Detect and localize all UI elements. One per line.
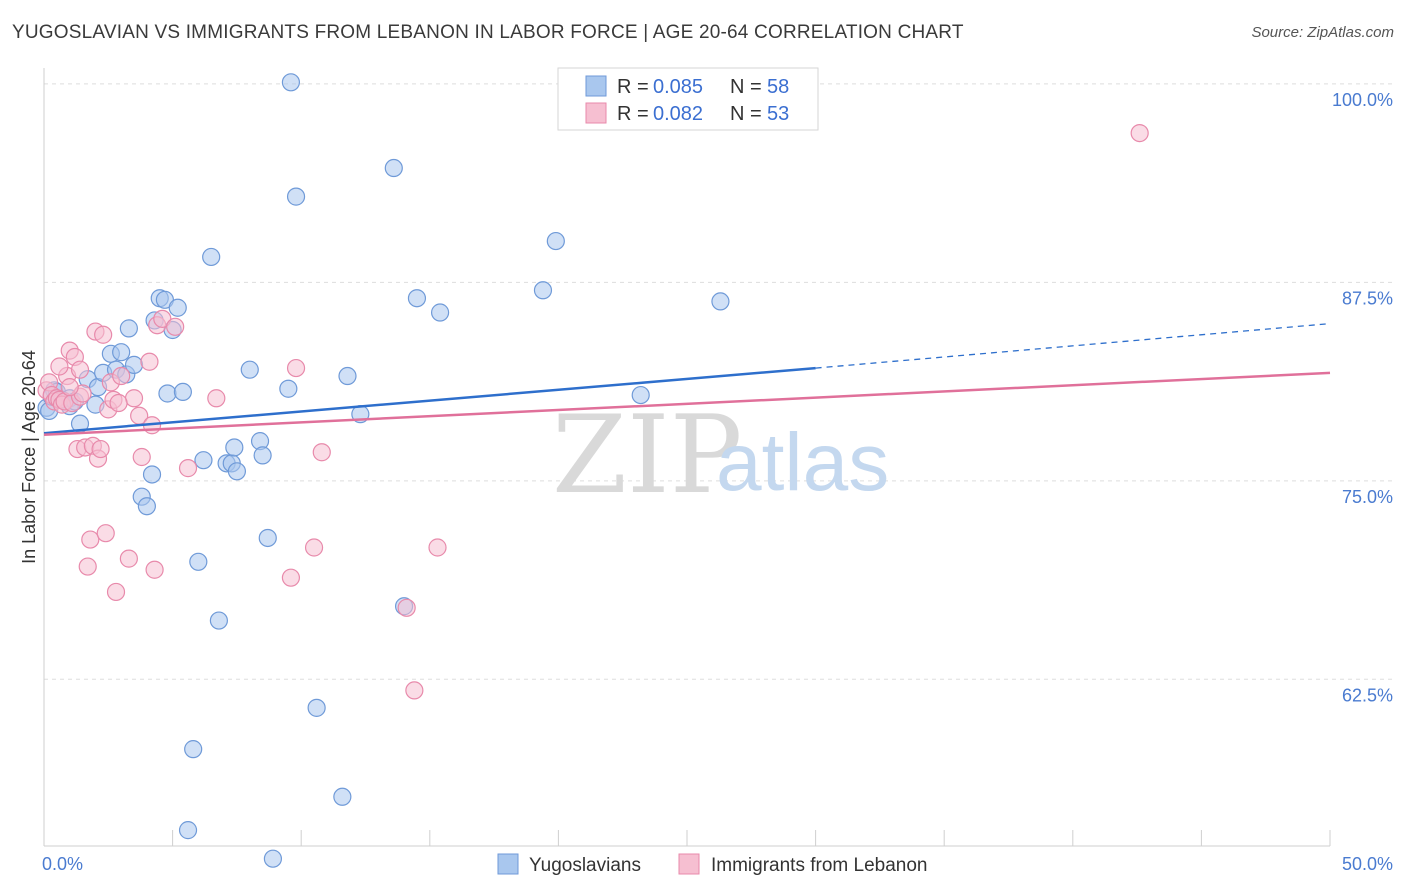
yugoslavians-point-45 <box>281 73 301 92</box>
lebanon-point-50 <box>60 378 79 397</box>
legend-box: R = 0.085 N = 58 R = 0.082 N = 53 <box>557 67 819 131</box>
lebanon-point-21 <box>91 439 110 459</box>
yugoslavians-point-46 <box>286 187 306 206</box>
yugoslavians-point-19 <box>119 319 138 338</box>
lebanon-point-44 <box>312 443 331 462</box>
yugoslavians-point-59 <box>184 740 203 759</box>
yugoslavians-point-42 <box>258 528 277 548</box>
yugoslavians-point-56 <box>546 231 565 251</box>
trend-lebanon <box>43 371 1331 437</box>
lebanon-point-46 <box>405 681 424 700</box>
yugoslavians-point-34 <box>209 611 228 630</box>
yugoslavians-point-55 <box>533 281 553 300</box>
lebanon-point-35 <box>145 560 164 579</box>
lebanon-point-42 <box>286 358 306 378</box>
yugoslavians-point-27 <box>158 384 177 403</box>
yugoslavians-point-39 <box>240 360 259 379</box>
lebanon-point-29 <box>119 549 138 568</box>
yugoslavians-point-23 <box>142 465 162 484</box>
lebanon-point-22 <box>94 325 113 344</box>
legend-n-label-1: N = <box>730 76 762 98</box>
y-tick-labels: 100.0% 87.5% 75.0% 62.5% <box>1332 90 1393 705</box>
lebanon-point-51 <box>109 393 128 413</box>
lebanon-point-40 <box>207 389 226 408</box>
chart-title: YUGOSLAVIAN VS IMMIGRANTS FROM LEBANON I… <box>12 22 964 43</box>
bottom-legend-swatch-pink <box>678 853 700 875</box>
yugoslavians-point-31 <box>189 552 208 571</box>
legend-r-value-1: 0.085 <box>653 76 703 98</box>
yugoslavians-point-44 <box>279 379 298 398</box>
x-tick-label-min: 0.0% <box>42 854 83 874</box>
yugoslavians-point-38 <box>227 462 246 481</box>
lebanon-point-38 <box>166 317 185 336</box>
y-tick-label-0: 100.0% <box>1332 90 1393 110</box>
legend-n-value-1: 58 <box>767 76 789 98</box>
lebanon-point-47 <box>428 538 447 557</box>
legend-n-label-2: N = <box>730 103 762 125</box>
lebanon-point-48 <box>1130 123 1149 143</box>
yugoslavians-point-58 <box>711 292 730 311</box>
legend-r-value-2: 0.082 <box>653 103 703 125</box>
lebanon-point-32 <box>132 447 151 467</box>
legend-r-label-2: R = <box>617 103 649 125</box>
y-axis-label: In Labor Force | Age 20-64 <box>19 350 39 564</box>
bottom-legend-label-lebanon: Immigrants from Lebanon <box>711 855 928 876</box>
yugoslavians-point-51 <box>384 158 403 178</box>
y-tick-label-1: 87.5% <box>1342 288 1393 308</box>
yugoslavians-point-43 <box>263 849 283 868</box>
trend-lines <box>43 322 1331 437</box>
lebanon-point-52 <box>70 360 90 379</box>
lebanon-point-49 <box>50 357 69 376</box>
yugoslavians-point-37 <box>225 438 244 457</box>
watermark-zip: ZIP <box>552 393 742 518</box>
lebanon-point-23 <box>96 524 115 543</box>
yugoslavians-point-53 <box>407 289 427 308</box>
yugoslavians-point-49 <box>338 366 357 386</box>
yugoslavians-point-47 <box>307 698 326 717</box>
lebanon-point-45 <box>397 598 416 617</box>
watermark: ZIP atlas <box>552 393 889 518</box>
x-tick-label-max: 50.0% <box>1342 854 1393 874</box>
trend-yugoslavians-solid <box>43 366 816 435</box>
legend-swatch-blue <box>585 75 607 97</box>
yugoslavians-point-17 <box>112 343 131 362</box>
lebanon-point-30 <box>124 389 144 408</box>
legend-r-label-1: R = <box>617 76 649 98</box>
bottom-legend-label-yugoslavians: Yugoslavians <box>529 855 641 876</box>
y-tick-label-3: 62.5% <box>1342 685 1393 705</box>
bottom-legend-swatch-blue <box>497 853 519 875</box>
yugoslavians-point-33 <box>202 247 221 267</box>
lebanon-point-28 <box>112 366 131 386</box>
yugoslavians-point-22 <box>137 497 156 516</box>
lebanon-point-17 <box>81 530 100 549</box>
yugoslavians-point-48 <box>333 787 352 806</box>
lebanon-point-39 <box>178 459 198 478</box>
source-label: Source: ZipAtlas.com <box>1251 24 1394 41</box>
yugoslavians-point-30 <box>173 382 192 402</box>
y-tick-label-2: 75.0% <box>1342 487 1393 507</box>
x-tick-marks <box>43 830 1331 846</box>
lebanon-point-16 <box>78 557 97 576</box>
yugoslavians-point-32 <box>194 451 213 470</box>
lebanon-point-33 <box>140 352 159 371</box>
yugoslavians-point-41 <box>253 446 272 465</box>
lebanon-point-27 <box>106 582 126 602</box>
lebanon-point-43 <box>304 538 324 557</box>
legend-n-value-2: 53 <box>767 103 789 125</box>
lebanon-point-41 <box>281 568 301 587</box>
trend-yugoslavians-dashed <box>815 322 1331 369</box>
yugoslavians-point-60 <box>178 821 198 840</box>
yugoslavians-point-29 <box>168 298 187 317</box>
legend-swatch-pink <box>585 102 607 124</box>
yugoslavians-point-54 <box>430 303 450 322</box>
series-lebanon <box>37 123 1149 700</box>
gridlines <box>44 83 1392 680</box>
bottom-legend: Yugoslavians Immigrants from Lebanon <box>497 853 928 876</box>
yugoslavians-point-57 <box>631 385 650 405</box>
watermark-atlas: atlas <box>716 417 889 508</box>
